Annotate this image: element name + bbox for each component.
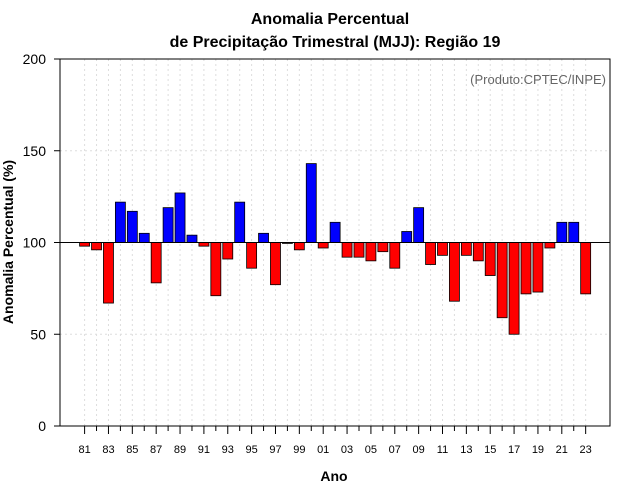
bar-14 xyxy=(472,242,484,262)
y-tick-label-200: 200 xyxy=(23,51,47,67)
bar-13 xyxy=(460,242,472,256)
bar-96 xyxy=(258,232,269,243)
x-tick-label-93: 93 xyxy=(222,444,234,456)
x-tick-label-83: 83 xyxy=(102,444,114,456)
x-tick-label-15: 15 xyxy=(484,444,496,456)
bar-15 xyxy=(484,242,496,276)
bar-17 xyxy=(508,242,520,335)
x-tick-label-11: 11 xyxy=(437,444,448,456)
x-tick-label-21: 21 xyxy=(556,444,568,456)
x-axis-label: Ano xyxy=(320,468,347,484)
bar-16 xyxy=(496,242,508,319)
y-tick-label-100: 100 xyxy=(23,235,47,251)
x-tick-label-05: 05 xyxy=(365,444,377,456)
x-tick-label-19: 19 xyxy=(532,444,544,456)
x-tick-label-01: 01 xyxy=(317,444,329,456)
bar-00 xyxy=(305,163,317,243)
y-axis: 0 50 100 150 200 xyxy=(23,51,60,434)
bar-89 xyxy=(174,192,186,243)
bar-19 xyxy=(532,242,544,293)
x-tick-label-03: 03 xyxy=(341,444,353,456)
bars xyxy=(79,163,592,335)
bar-94 xyxy=(234,201,246,243)
bar-20 xyxy=(544,242,556,249)
bar-05 xyxy=(365,242,377,262)
bar-06 xyxy=(377,242,389,253)
bar-21 xyxy=(556,221,568,243)
bar-01 xyxy=(317,242,329,249)
x-tick-label-95: 95 xyxy=(245,444,257,456)
bar-99 xyxy=(293,242,305,251)
x-tick-label-91: 91 xyxy=(198,444,210,456)
bar-09 xyxy=(413,207,425,243)
x-axis: 81 83 85 87 89 91 93 95 97 99 01 03 05 07 09 11 13 15 17 19… xyxy=(78,426,592,456)
bar-84 xyxy=(114,201,126,243)
x-tick-label-89: 89 xyxy=(174,444,186,456)
bar-95 xyxy=(246,242,258,269)
bar-04 xyxy=(353,242,365,258)
x-tick-label-09: 09 xyxy=(413,444,425,456)
bar-90 xyxy=(186,234,198,243)
y-tick-label-150: 150 xyxy=(23,143,47,159)
bar-23 xyxy=(580,242,592,295)
bar-18 xyxy=(520,242,532,295)
bar-07 xyxy=(389,242,401,269)
bar-85 xyxy=(126,210,138,243)
x-tick-label-17: 17 xyxy=(508,444,520,456)
grid-lines xyxy=(60,59,610,426)
x-tick-label-13: 13 xyxy=(460,444,472,456)
bar-03 xyxy=(341,242,353,258)
chart-title-line-1: Anomalia Percentual xyxy=(251,11,409,28)
y-axis-label: Anomalia Percentual (%) xyxy=(0,160,16,324)
x-tick-label-07: 07 xyxy=(389,444,401,456)
x-tick-label-81: 81 xyxy=(78,444,90,456)
bar-12 xyxy=(449,242,460,302)
chart-title-line-2: de Precipitação Trimestral (MJJ): Região… xyxy=(170,34,501,51)
bar-86 xyxy=(138,232,150,243)
bar-87 xyxy=(150,242,162,284)
bar-08 xyxy=(401,231,413,243)
x-tick-label-99: 99 xyxy=(293,444,305,456)
bar-91 xyxy=(198,242,210,247)
x-tick-label-87: 87 xyxy=(150,444,162,456)
y-tick-label-0: 0 xyxy=(38,418,46,434)
bar-88 xyxy=(162,207,174,243)
x-tick-label-97: 97 xyxy=(269,444,281,456)
x-tick-label-23: 23 xyxy=(580,444,592,456)
bar-92 xyxy=(210,242,222,297)
bar-10 xyxy=(425,242,436,265)
bar-82 xyxy=(91,242,102,251)
bar-81 xyxy=(79,242,90,247)
bar-11 xyxy=(437,242,448,256)
bar-22 xyxy=(568,221,580,243)
bar-97 xyxy=(270,242,281,286)
bar-02 xyxy=(329,221,341,243)
y-tick-label-50: 50 xyxy=(30,326,46,342)
bar-83 xyxy=(103,242,114,304)
bar-93 xyxy=(222,242,234,260)
x-tick-label-85: 85 xyxy=(126,444,138,456)
credit-text: (Produto:CPTEC/INPE) xyxy=(470,72,606,87)
